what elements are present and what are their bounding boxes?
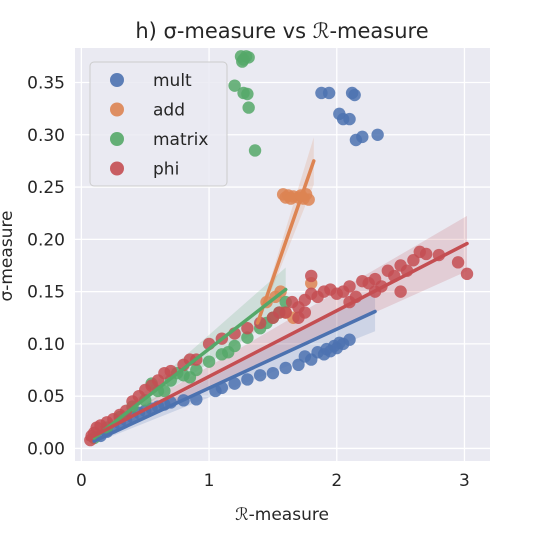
matrix-point — [242, 101, 255, 114]
y-axis-title: σ-measure — [0, 210, 17, 301]
mult-point — [348, 88, 361, 102]
fit-lines — [86, 159, 469, 443]
legend-marker-phi — [110, 161, 124, 176]
mult-point — [356, 130, 369, 144]
matrix-point — [241, 87, 254, 101]
legend-marker-matrix — [110, 132, 124, 146]
chart-title: h) σ-measure vs ℛ-measure — [135, 19, 428, 43]
mult-point — [333, 336, 346, 350]
mult-point — [253, 369, 267, 382]
matrix-fit-line — [92, 287, 288, 440]
matrix-point — [222, 346, 235, 359]
phi-point — [285, 295, 299, 309]
phi-point — [241, 322, 254, 335]
phi-point — [451, 256, 465, 269]
x-tick-labels: 0 1 2 3 — [76, 471, 470, 491]
phi-confidence-band — [87, 215, 468, 442]
y-tick-label: 0.35 — [27, 74, 65, 94]
legend-label-mult: mult — [153, 71, 192, 91]
add-fit-line — [255, 159, 316, 325]
phi-point — [407, 254, 420, 267]
mult-point — [241, 373, 254, 386]
legend-marker-mult — [110, 73, 124, 87]
y-tick-label: 0.05 — [27, 387, 65, 407]
legend-label-matrix: matrix — [153, 130, 208, 150]
legend-label-phi: phi — [153, 160, 179, 180]
mult-point — [228, 377, 241, 390]
y-tick-label: 0.20 — [27, 230, 65, 250]
mult-point — [371, 128, 384, 141]
x-tick-label: 3 — [459, 471, 470, 491]
mult-point — [343, 333, 356, 346]
legend-box — [89, 61, 228, 187]
matrix-point — [183, 371, 197, 384]
legend-label-add: add — [153, 101, 185, 121]
y-tick-label: 0.15 — [27, 283, 65, 303]
phi-point — [305, 269, 318, 283]
x-tick-label: 2 — [331, 471, 342, 491]
mult-point — [298, 350, 312, 363]
add-point — [284, 192, 297, 205]
phi-point — [460, 267, 474, 281]
x-axis-title: ℛ-measure — [235, 505, 329, 525]
legend: mult add matrix phi — [89, 61, 228, 187]
x-tick-label: 0 — [76, 471, 87, 491]
mult-point — [292, 358, 305, 372]
matrix-point — [202, 355, 216, 368]
mult-point — [279, 361, 292, 375]
x-tick-label: 1 — [204, 471, 215, 491]
phi-point — [343, 280, 356, 293]
y-tick-label: 0.30 — [27, 126, 65, 146]
y-tick-label: 0.10 — [27, 335, 65, 355]
matrix-point — [248, 144, 262, 157]
phi-point — [394, 285, 407, 298]
mult-point — [343, 112, 356, 126]
mult-point — [322, 86, 336, 100]
phi-point — [298, 306, 312, 319]
legend-marker-add — [110, 102, 124, 117]
matrix-point — [228, 79, 241, 92]
mult-fit-line — [92, 309, 377, 443]
y-tick-label: 0.00 — [27, 439, 65, 459]
matrix-point — [236, 55, 249, 68]
y-tick-label: 0.25 — [27, 178, 65, 198]
mult-point — [266, 366, 280, 380]
matrix-point — [241, 331, 254, 344]
y-tick-labels: 0.00 0.05 0.10 0.15 0.20 0.25 0.30 0.35 — [27, 74, 65, 460]
phi-fit-line — [86, 241, 469, 441]
phi-point — [273, 306, 286, 319]
phi-point — [419, 247, 433, 261]
